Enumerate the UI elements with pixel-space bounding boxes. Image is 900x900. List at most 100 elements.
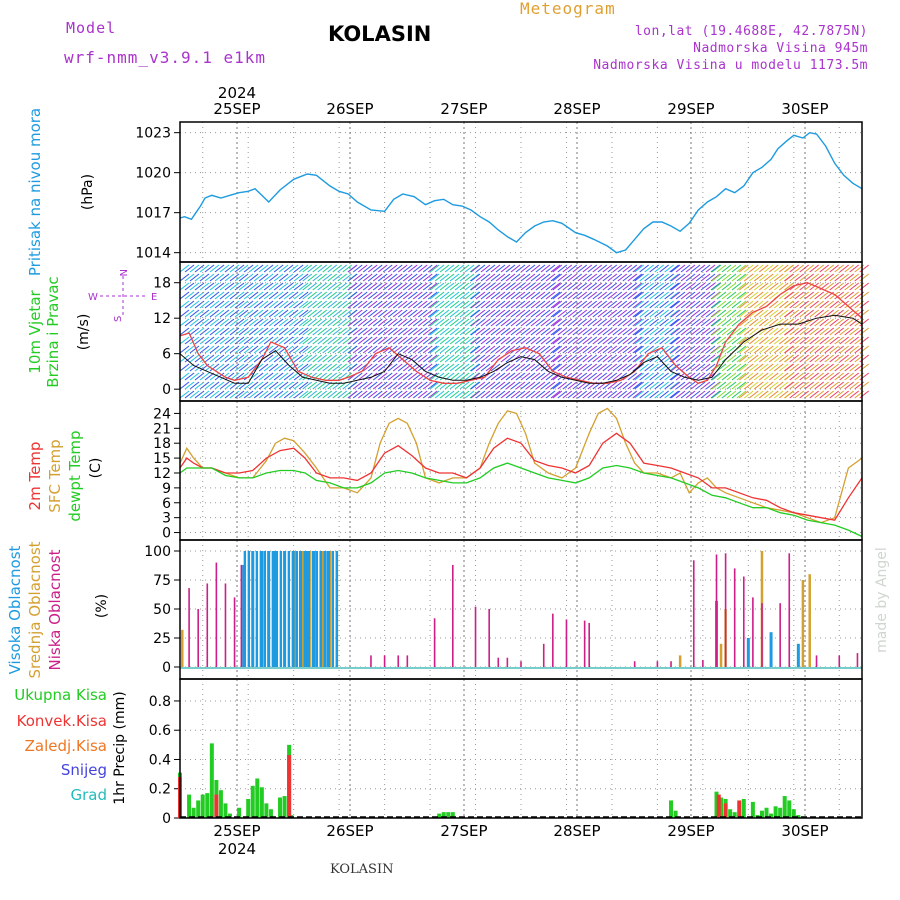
wind-barb	[500, 273, 511, 282]
cloud-bar-low	[583, 620, 586, 667]
wind-barb	[587, 318, 598, 327]
wind-barb	[834, 390, 845, 399]
wind-barb	[184, 354, 195, 363]
wind-barb	[387, 372, 398, 381]
wind-barb	[278, 282, 289, 291]
wind-barb	[587, 363, 598, 372]
wind-barb	[243, 345, 254, 354]
wind-barb	[710, 327, 721, 336]
cloud-high-axis-title: Visoka Oblacnost	[6, 545, 24, 674]
wind-barb	[726, 273, 737, 282]
pressure-axis-unit: (hPa)	[80, 174, 96, 210]
wind-barb	[500, 282, 511, 291]
wind-barb	[470, 390, 481, 399]
wind-barb	[829, 282, 840, 291]
wind-barb	[317, 336, 328, 345]
wind-barb	[372, 381, 383, 390]
wind-barb	[253, 264, 264, 273]
wind-barb	[362, 345, 373, 354]
wind-barb	[669, 327, 680, 336]
wind-barb	[179, 372, 190, 381]
wind-barb	[592, 318, 603, 327]
wind-barb	[632, 318, 643, 327]
wind-barb	[675, 264, 686, 273]
wind-barb	[382, 264, 393, 273]
wind-barb	[582, 318, 593, 327]
wind-barb	[753, 345, 764, 354]
wind-barb	[520, 336, 531, 345]
wind-barb	[417, 273, 428, 282]
wind-barb	[632, 264, 643, 273]
wind-barb	[612, 390, 623, 399]
wind-barb	[283, 363, 294, 372]
wind-barb	[332, 291, 343, 300]
wind-barb	[572, 345, 583, 354]
wind-barb	[199, 291, 210, 300]
wind-barb	[768, 291, 779, 300]
wind-barb	[839, 318, 850, 327]
wind-barb	[475, 354, 486, 363]
wind-barb	[639, 309, 650, 318]
wind-barb	[654, 291, 665, 300]
wind-barb	[726, 336, 737, 345]
wind-barb	[362, 363, 373, 372]
wind-barb	[332, 372, 343, 381]
wind-barb	[753, 300, 764, 309]
wind-barb	[253, 390, 264, 399]
wind-barb	[397, 390, 408, 399]
wind-barb	[229, 354, 240, 363]
wind-barb	[229, 282, 240, 291]
wind-barb	[669, 264, 680, 273]
wind-barb	[224, 354, 235, 363]
wind-barb	[515, 327, 526, 336]
wind-barb	[515, 264, 526, 273]
wind-barb	[199, 381, 210, 390]
wind-barb	[238, 363, 249, 372]
wind-barb	[490, 390, 501, 399]
wind-barb	[799, 354, 810, 363]
wind-barb	[726, 300, 737, 309]
wind-barb	[659, 345, 670, 354]
cloud-bar-high	[746, 638, 750, 667]
cloud-bar-low	[370, 655, 372, 667]
wind-barb	[387, 336, 398, 345]
wind-barb	[278, 327, 289, 336]
wind-barb	[587, 309, 598, 318]
wind-barb	[302, 273, 313, 282]
cloud-bar-high	[283, 551, 287, 667]
wind-barb	[612, 372, 623, 381]
wind-barb	[675, 390, 686, 399]
wind-barb	[402, 309, 413, 318]
wind-barb	[485, 390, 496, 399]
wind-barb	[711, 372, 722, 381]
y-tick-label: 0	[162, 660, 171, 676]
x-tick-label-top: 26SEP	[326, 100, 373, 118]
wind-barb	[602, 363, 613, 372]
wind-barb	[434, 300, 445, 309]
wind-barb	[552, 327, 563, 336]
wind-barb	[485, 282, 496, 291]
wind-barb	[490, 291, 501, 300]
wind-barb	[372, 282, 383, 291]
wind-barb	[387, 381, 398, 390]
wind-barb	[362, 381, 373, 390]
wind-barb	[716, 300, 727, 309]
wind-barb	[204, 309, 215, 318]
wind-barb	[337, 300, 348, 309]
wind-barb	[352, 354, 363, 363]
wind-barb	[268, 390, 279, 399]
wind-barb	[649, 318, 660, 327]
wind-barb	[562, 363, 573, 372]
wind-barb	[449, 372, 460, 381]
wind-barb	[307, 282, 318, 291]
wind-barb	[357, 309, 368, 318]
wind-barb	[412, 354, 423, 363]
wind-barb	[849, 363, 860, 372]
wind-barb	[307, 300, 318, 309]
wind-barb	[753, 336, 764, 345]
wind-barb	[859, 300, 870, 309]
wind-barb	[809, 390, 820, 399]
wind-barb	[302, 345, 313, 354]
wind-barb	[312, 327, 323, 336]
cloud-bar-low	[788, 553, 791, 667]
